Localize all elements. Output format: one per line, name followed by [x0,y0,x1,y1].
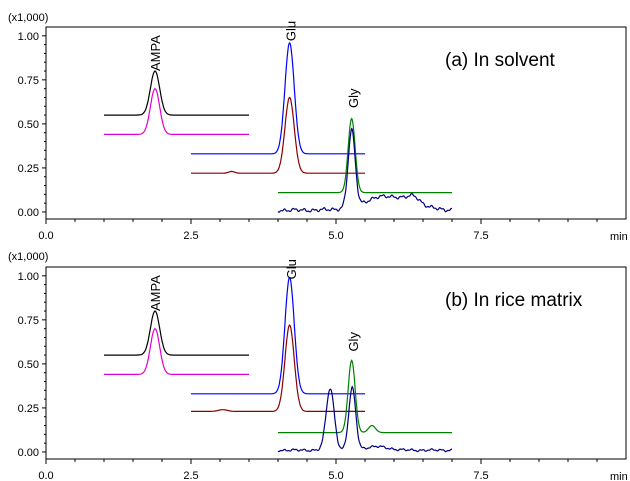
y-tick-label: 1.00 [18,31,39,43]
x-tick-label: 5.0 [328,470,343,481]
chromatogram-trace-3 [191,41,365,155]
chromatogram-trace-2 [104,328,249,375]
x-tick-label: 2.5 [183,230,198,242]
x-tick-label: 7.5 [473,470,488,481]
y-tick-label: 0.75 [18,315,39,327]
peak-label: Gly [346,88,361,108]
peak-label: AMPA [148,275,163,311]
peak-label: Glu [284,21,299,41]
chromatogram-trace-6 [277,385,453,453]
y-tick-label: 0.00 [18,207,39,219]
panel-title: (b) In rice matrix [445,290,583,311]
chromatogram-trace-6 [277,127,453,213]
chromatogram-trace-4 [191,96,365,174]
x-unit-label: min [610,231,628,243]
x-tick-label: 5.0 [328,230,343,242]
chromatogram-trace-4 [191,324,365,412]
chromatogram-trace-2 [104,88,249,135]
peak-label: Gly [346,332,361,352]
y-tick-label: 0.75 [18,75,39,87]
x-tick-label: 0.0 [38,470,53,481]
panel-title: (a) In solvent [445,50,556,71]
x-unit-label: min [610,471,628,481]
panel-b: 0.00 0.25 0.50 0.75 1.00 0.0 2.5 5.0 7.5 (x1,000)… [8,251,628,481]
chromatogram-trace-5 [278,359,452,434]
panel-a: 0.00 0.25 0.50 0.75 1.00 0.0 2.5 5.0 7.5 (x1,000)… [8,12,628,243]
y-tick-label: 0.50 [18,119,39,131]
y-tick-label: 0.25 [18,403,39,415]
y-tick-label: 0.00 [18,447,39,459]
x-tick-label: 0.0 [38,230,53,242]
peak-label: AMPA [148,35,163,71]
x-tick-label: 7.5 [473,230,488,242]
chromatogram-trace-3 [191,276,365,395]
y-tick-label: 1.00 [18,271,39,283]
x-tick-label: 2.5 [183,470,198,481]
chromatogram-trace-1 [104,70,249,116]
peak-label: Glu [284,259,299,279]
chromatogram-trace-1 [104,310,249,356]
y-multiplier-label: (x1,000) [8,251,48,263]
chromatogram-trace-5 [278,117,452,194]
y-multiplier-label: (x1,000) [8,12,48,24]
y-tick-label: 0.25 [18,163,39,175]
y-tick-label: 0.50 [18,359,39,371]
